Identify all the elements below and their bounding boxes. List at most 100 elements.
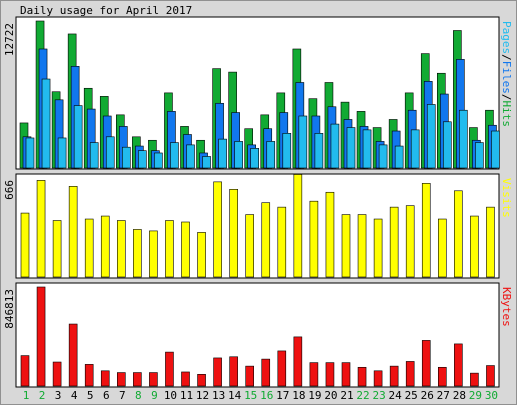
day-label-1: 1 [23,389,30,402]
day-label-12: 12 [196,389,209,402]
bar-visits-day-28 [454,190,463,278]
bar-pages-day-18 [298,115,308,169]
panel-visits: 666 Visits [3,173,513,279]
bar-kbytes-day-9 [149,372,158,387]
bar-visits-day-3 [52,220,62,278]
bar-pages-day-6 [105,136,115,169]
bar-kbytes-day-16 [261,358,271,387]
bar-kbytes-day-28 [454,343,463,387]
bar-visits-day-29 [470,215,479,278]
day-label-23: 23 [372,389,385,402]
day-label-15: 15 [244,389,257,402]
panel-hits_files_pages: 12722 Pages/Files/Hits [3,16,513,170]
bar-visits-day-1 [20,212,30,278]
bar-visits-day-23 [373,218,383,278]
day-label-27: 27 [437,389,450,402]
bar-visits-day-11 [181,221,190,278]
bar-visits-day-18 [293,174,303,278]
day-label-17: 17 [276,389,289,402]
bar-pages-day-14 [234,141,243,169]
bar-pages-day-8 [138,150,147,169]
day-labels-layer: 1 2 3 4 5 6 7 8 9 10 11 12 13 14 15 16 17 18 19 20 21 22 23 24 2… [23,389,498,402]
bar-visits-day-25 [405,205,415,278]
bar-visits-day-5 [84,218,94,278]
bar-kbytes-day-21 [341,362,351,387]
bar-kbytes-day-22 [357,366,367,387]
bar-kbytes-day-20 [325,362,335,387]
day-label-3: 3 [55,389,62,402]
bar-visits-day-30 [486,206,495,278]
bar-visits-day-20 [325,191,335,278]
panel-frame-visits [15,173,500,279]
day-label-5: 5 [87,389,94,402]
day-label-28: 28 [453,389,466,402]
day-label-30: 30 [485,389,498,402]
bar-kbytes-day-8 [133,372,142,387]
bar-pages-day-5 [89,142,99,169]
ymax-label-hits_files_pages: 12722 [3,23,16,56]
bar-kbytes-day-30 [486,365,495,387]
day-label-25: 25 [405,389,418,402]
panel-frame-kbytes [15,282,500,388]
day-label-11: 11 [180,389,193,402]
ylabel-part-pages: Pages [500,21,513,54]
day-label-19: 19 [308,389,321,402]
bar-visits-day-15 [245,214,254,278]
bar-visits-day-19 [309,200,319,278]
ylabel-separator: / [500,94,513,101]
bar-visits-day-22 [357,214,367,278]
bar-kbytes-day-17 [277,350,287,387]
bar-pages-day-10 [170,142,179,169]
bar-pages-day-25 [410,129,420,169]
ylabel-part-hits: Hits [500,101,513,128]
day-label-10: 10 [164,389,177,402]
ylabel-hits_files_pages: Pages/Files/Hits [500,21,513,127]
day-label-13: 13 [212,389,225,402]
bar-visits-day-24 [389,206,399,278]
bar-kbytes-day-6 [100,370,110,387]
day-label-26: 26 [421,389,434,402]
bar-visits-day-17 [277,206,287,278]
ymax-label-kbytes: 846813 [3,289,16,329]
bar-pages-day-17 [282,133,292,169]
bar-pages-day-29 [475,142,484,169]
bar-pages-day-23 [378,144,388,169]
bar-visits-day-7 [117,220,126,278]
bar-pages-day-26 [426,104,436,169]
ylabel-part-files: Files [500,61,513,94]
chart-title: Daily usage for April 2017 [20,4,192,17]
bar-kbytes-day-4 [68,323,78,387]
bar-kbytes-day-18 [293,336,303,387]
day-label-20: 20 [324,389,337,402]
bar-pages-day-2 [41,78,51,169]
bar-pages-day-11 [186,144,195,169]
bar-kbytes-day-25 [405,361,415,387]
bar-kbytes-day-27 [437,366,447,387]
bar-visits-day-2 [36,180,46,278]
bar-visits-day-6 [100,215,110,278]
day-label-14: 14 [228,389,242,402]
bar-kbytes-day-23 [373,370,383,387]
bar-kbytes-day-19 [309,362,319,387]
day-label-24: 24 [389,389,403,402]
bar-pages-day-13 [218,138,227,169]
bar-kbytes-day-15 [245,365,254,387]
bar-kbytes-day-14 [229,356,238,387]
bar-pages-day-24 [394,145,404,169]
bar-visits-day-14 [229,189,238,278]
bar-visits-day-13 [213,181,222,278]
bar-visits-day-21 [341,214,351,278]
bar-pages-day-12 [202,156,211,169]
bar-kbytes-day-11 [181,371,190,387]
bar-pages-day-21 [346,127,356,169]
day-label-22: 22 [356,389,369,402]
bar-pages-day-9 [154,152,163,169]
day-label-9: 9 [151,389,158,402]
ylabel-kbytes: KBytes [500,287,513,327]
bar-pages-day-3 [57,137,67,169]
bar-pages-day-15 [250,148,259,169]
bar-pages-day-28 [459,109,468,169]
bar-kbytes-day-2 [36,286,46,387]
